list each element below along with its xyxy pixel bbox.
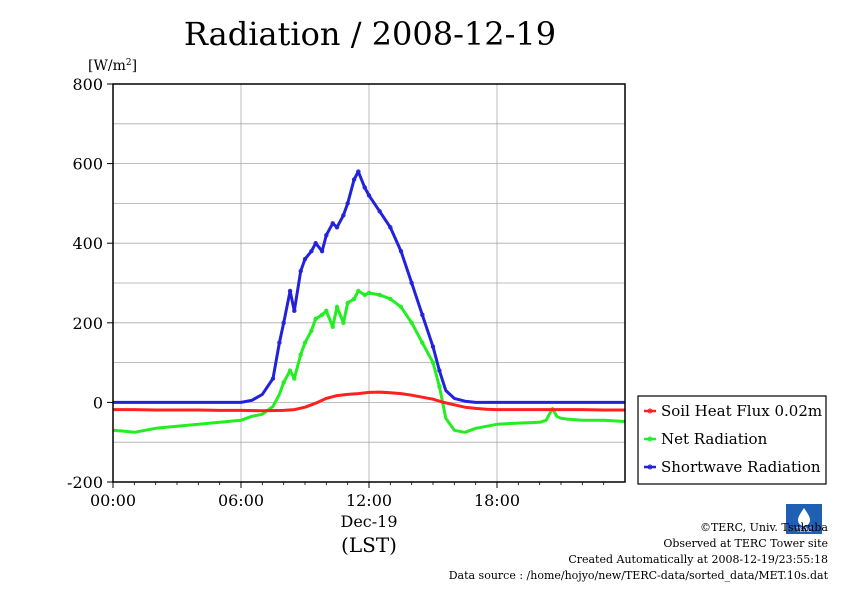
series-point bbox=[345, 300, 350, 306]
series-point bbox=[351, 296, 357, 302]
x-tick-label: 00:00 bbox=[90, 491, 136, 510]
legend: Soil Heat Flux 0.02m Net Radiation Shortwa… bbox=[637, 395, 827, 485]
x-tick-label: 18:00 bbox=[474, 491, 520, 510]
series-point bbox=[341, 320, 346, 325]
y-tick-label: 200 bbox=[72, 314, 103, 333]
created-text: Created Automatically at 2008-12-19/23:5… bbox=[568, 553, 828, 566]
x-axis-label: (LST) bbox=[341, 533, 397, 557]
series-line bbox=[113, 390, 625, 413]
credits-block: ©TERC, Univ. Tsukuba Observed at TERC To… bbox=[408, 520, 828, 584]
series-point bbox=[420, 340, 425, 345]
series-point bbox=[377, 209, 382, 214]
series-point bbox=[277, 340, 282, 345]
series-point bbox=[334, 304, 340, 310]
series-point bbox=[398, 304, 404, 310]
series-point bbox=[292, 308, 297, 314]
series-point bbox=[341, 213, 346, 218]
series-point bbox=[409, 280, 414, 286]
series-line bbox=[112, 289, 626, 434]
y-axis-unit-base: [W/m bbox=[88, 58, 126, 74]
y-tick-label: -200 bbox=[67, 473, 103, 492]
series-point bbox=[362, 185, 367, 190]
y-tick-label: 0 bbox=[93, 393, 103, 412]
x-date-label: Dec-19 bbox=[340, 512, 397, 531]
logo-text: TERC bbox=[795, 527, 812, 534]
legend-label: Shortwave Radiation bbox=[661, 458, 821, 476]
series-group bbox=[112, 169, 626, 434]
series-point bbox=[287, 368, 293, 373]
series-point bbox=[309, 248, 314, 254]
y-tick-label: 400 bbox=[72, 234, 103, 253]
y-ticks: -200 0 200 400 600 800 bbox=[67, 75, 113, 492]
series-point bbox=[356, 288, 361, 294]
series-point bbox=[298, 352, 303, 357]
grid bbox=[113, 84, 625, 482]
y-tick-label: 600 bbox=[72, 155, 103, 174]
chart-title: Radiation / 2008-12-19 bbox=[184, 15, 556, 53]
legend-items: Soil Heat Flux 0.02m Net Radiation Shortwa… bbox=[644, 402, 822, 476]
legend-box bbox=[637, 395, 827, 485]
series-point bbox=[319, 312, 325, 318]
series-point bbox=[366, 193, 372, 198]
source-text: Data source : /home/hojyo/new/TERC-data/… bbox=[448, 569, 828, 582]
legend-marker bbox=[647, 408, 653, 414]
series-point bbox=[356, 169, 361, 174]
y-axis-unit-close: ] bbox=[132, 58, 137, 74]
series-point bbox=[345, 201, 350, 206]
series-point bbox=[313, 240, 318, 246]
series-point bbox=[298, 268, 303, 274]
series-point bbox=[398, 248, 404, 254]
x-ticks: 00:00 06:00 12:00 18:00 bbox=[90, 482, 605, 510]
series-line bbox=[113, 170, 625, 404]
series-point bbox=[420, 312, 425, 318]
series-point bbox=[330, 221, 335, 226]
series-point bbox=[388, 296, 393, 302]
series-point bbox=[270, 376, 276, 381]
series-point bbox=[324, 308, 329, 314]
series-point bbox=[430, 344, 436, 349]
series-point bbox=[430, 360, 436, 365]
legend-marker bbox=[647, 464, 653, 470]
y-axis-unit-sup: 2 bbox=[126, 58, 132, 68]
series-point bbox=[281, 380, 286, 385]
legend-marker bbox=[647, 436, 653, 442]
legend-label: Soil Heat Flux 0.02m bbox=[661, 402, 822, 420]
series-point bbox=[302, 256, 308, 262]
y-tick-label: 800 bbox=[72, 75, 103, 94]
series-point bbox=[302, 340, 308, 345]
series-point bbox=[388, 225, 393, 230]
x-tick-label: 12:00 bbox=[346, 491, 392, 510]
series-point bbox=[324, 233, 329, 238]
series-point bbox=[377, 292, 382, 298]
x-tick-label: 06:00 bbox=[218, 491, 264, 510]
series-point bbox=[292, 376, 297, 381]
series-point bbox=[409, 320, 414, 325]
series-point bbox=[437, 384, 442, 389]
series-point bbox=[351, 177, 357, 182]
series-point bbox=[437, 368, 442, 373]
series-point bbox=[319, 248, 325, 254]
legend-label: Net Radiation bbox=[661, 430, 768, 448]
series-point bbox=[366, 290, 372, 296]
y-axis-unit: [W/m2] bbox=[88, 58, 137, 74]
series-point bbox=[281, 320, 286, 325]
series-point bbox=[309, 328, 314, 333]
terc-logo: TERC bbox=[786, 504, 822, 534]
observed-text: Observed at TERC Tower site bbox=[663, 537, 828, 550]
series-point bbox=[330, 324, 335, 329]
copyright-text: ©TERC, Univ. Tsukuba bbox=[699, 521, 828, 534]
series-point bbox=[313, 316, 318, 322]
series-point bbox=[287, 288, 293, 294]
series-point bbox=[334, 225, 340, 230]
series-point bbox=[362, 292, 367, 298]
